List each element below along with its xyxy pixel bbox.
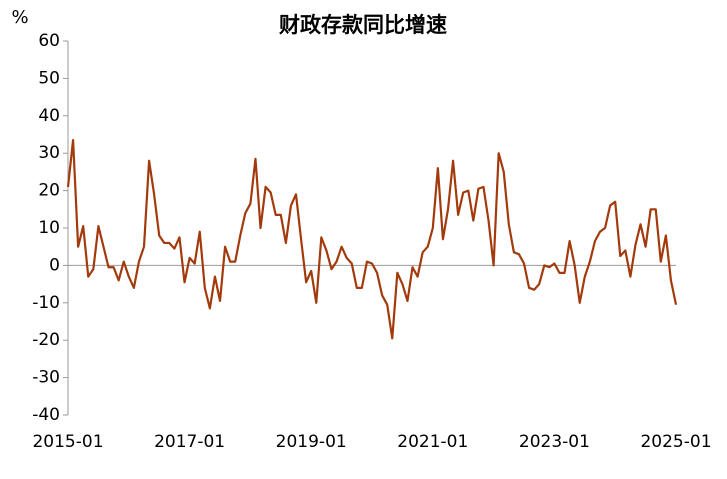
y-tick-label: 30 bbox=[38, 143, 60, 163]
x-tick-label: 2019-01 bbox=[276, 432, 347, 452]
x-tick-label: 2025-01 bbox=[640, 432, 711, 452]
x-tick-label: 2021-01 bbox=[397, 432, 468, 452]
y-tick-label: -30 bbox=[32, 368, 60, 388]
y-tick-label: 40 bbox=[38, 106, 60, 126]
y-tick-label: -40 bbox=[32, 405, 60, 425]
y-axis-unit: % bbox=[11, 7, 28, 28]
x-tick-label: 2023-01 bbox=[519, 432, 590, 452]
chart-title: 财政存款同比增速 bbox=[279, 13, 447, 37]
y-tick-label: 50 bbox=[38, 68, 60, 88]
x-tick-label: 2015-01 bbox=[32, 432, 103, 452]
x-tick-label: 2017-01 bbox=[154, 432, 225, 452]
data-line bbox=[66, 139, 678, 340]
y-tick-label: 10 bbox=[38, 218, 60, 238]
y-tick-label: 20 bbox=[38, 181, 60, 201]
y-tick-label: -20 bbox=[32, 330, 60, 350]
y-tick-label: -10 bbox=[32, 293, 60, 313]
y-tick-label: 60 bbox=[38, 31, 60, 51]
y-tick-label: 0 bbox=[49, 255, 60, 275]
